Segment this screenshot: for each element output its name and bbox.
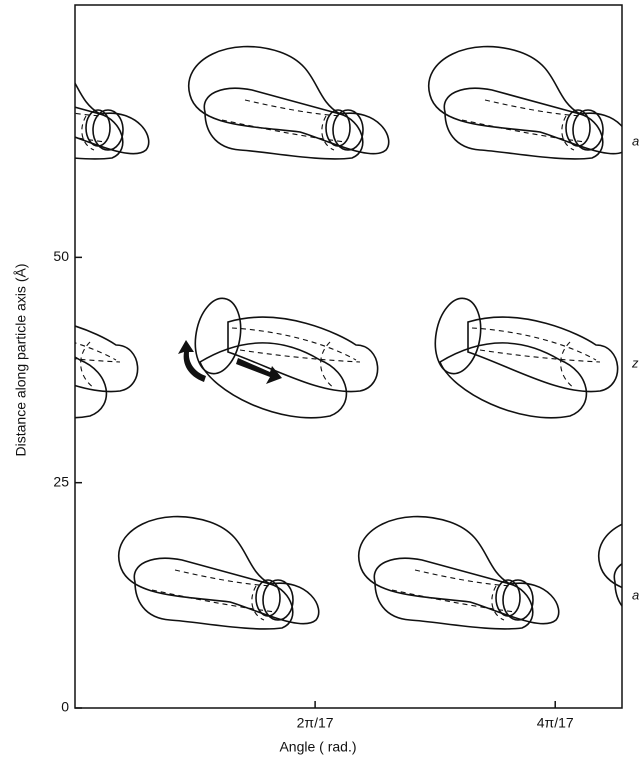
subunit bbox=[188, 293, 379, 419]
side-label: a bbox=[632, 587, 639, 602]
y-tick-label: 25 bbox=[53, 473, 69, 489]
y-tick-label: 50 bbox=[53, 248, 69, 264]
side-label: a bbox=[632, 133, 639, 148]
x-axis-label: Angle ( rad.) bbox=[279, 739, 356, 755]
molecule-drawings bbox=[75, 45, 622, 630]
subunit bbox=[187, 45, 390, 160]
subunit bbox=[428, 293, 619, 419]
subunit bbox=[597, 515, 622, 630]
y-axis-label: Distance along particle axis (Å) bbox=[13, 264, 29, 457]
side-label: z bbox=[631, 355, 639, 370]
y-tick-label: 0 bbox=[61, 699, 69, 715]
arrow bbox=[236, 358, 282, 384]
subunit bbox=[427, 45, 622, 160]
x-tick-label: 4π/17 bbox=[537, 715, 574, 731]
arrow bbox=[178, 340, 206, 382]
subunit bbox=[357, 515, 560, 630]
subunit bbox=[117, 515, 320, 630]
x-tick-label: 2π/17 bbox=[297, 715, 334, 731]
